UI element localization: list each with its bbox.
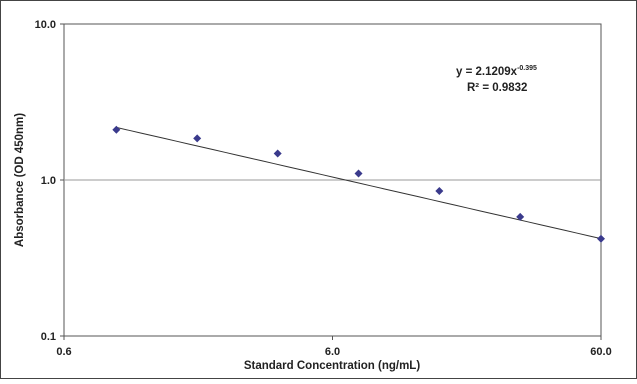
y-axis-ticks: 10.0 1.0 0.1 (35, 19, 64, 343)
trend-equation-exponent: -0.395 (517, 65, 537, 72)
data-point-5 (516, 212, 525, 221)
data-point-3 (354, 169, 363, 178)
data-point-2 (273, 149, 282, 158)
y-tick-label-1: 1.0 (41, 175, 56, 187)
y-tick-label-0: 10.0 (35, 19, 56, 31)
x-tick-label-2: 60.0 (590, 346, 611, 358)
x-axis-label: Standard Concentration (ng/mL) (244, 360, 421, 372)
data-point-4 (435, 187, 444, 196)
y-tick-label-2: 0.1 (41, 331, 56, 343)
x-tick-label-0: 0.6 (56, 346, 71, 358)
y-axis-label: Absorbance (OD 450nm) (14, 113, 26, 247)
data-point-1 (193, 134, 202, 143)
data-point-6 (597, 234, 605, 243)
data-point-0 (112, 125, 121, 134)
x-axis-ticks: 0.6 6.0 60.0 (56, 336, 612, 358)
trend-equation: y = 2.1209x-0.395 (456, 65, 537, 78)
x-tick-label-1: 6.0 (325, 346, 340, 358)
trend-equation-base: y = 2.1209x (456, 66, 518, 78)
r-squared-label: R² = 0.9832 (467, 82, 527, 94)
data-points (112, 125, 605, 243)
